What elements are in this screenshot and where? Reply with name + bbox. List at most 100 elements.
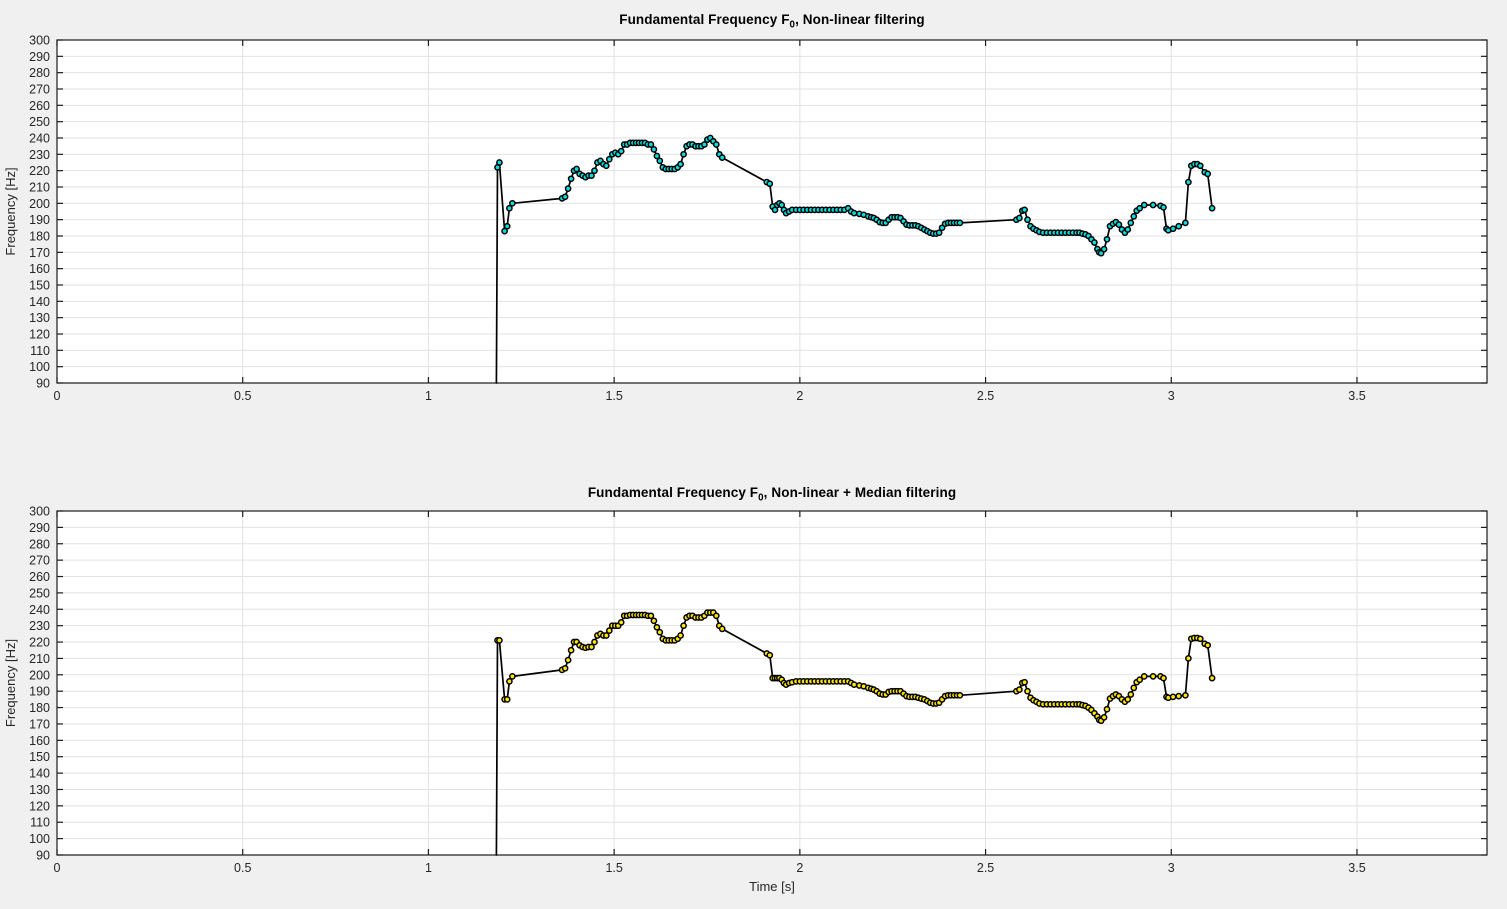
x-axis-label: Time [s] (749, 879, 795, 894)
y-tick-label: 170 (29, 717, 50, 731)
y-tick-label: 110 (30, 816, 50, 830)
y-tick-label: 90 (36, 377, 50, 391)
y-tick-label: 90 (36, 849, 50, 863)
data-marker (1196, 162, 1204, 170)
data-marker (1091, 239, 1098, 246)
data-marker (650, 617, 658, 625)
data-marker (564, 656, 572, 664)
chart-nonlinear: Fundamental Frequency F0, Non-linear fil… (3, 12, 1488, 403)
data-marker (1130, 684, 1138, 692)
y-tick-label: 140 (29, 767, 50, 781)
data-marker (650, 146, 658, 153)
chart2-title-rest: , Non-linear + Median filtering (763, 485, 957, 500)
data-marker (1127, 691, 1135, 698)
y-tick-label: 180 (29, 701, 50, 715)
axes-box (56, 39, 1488, 384)
y-tick-label: 100 (29, 360, 50, 374)
data-marker (1196, 635, 1204, 643)
data-marker (573, 165, 580, 173)
data-marker (1136, 204, 1144, 212)
chart2-title-main: Fundamental Frequency F (587, 485, 759, 500)
data-marker (1149, 673, 1157, 680)
y-tick-label: 280 (29, 66, 50, 80)
y-tick-label: 300 (29, 505, 50, 519)
data-marker (653, 152, 661, 160)
x-tick-label: 0 (54, 389, 61, 403)
data-marker (718, 625, 726, 633)
data-marker (1208, 204, 1216, 212)
x-tick-label: 3 (1168, 861, 1175, 875)
data-marker (1204, 170, 1212, 178)
data-marker (564, 185, 572, 192)
y-tick-label: 170 (29, 246, 50, 260)
data-marker (1204, 641, 1212, 649)
chart2-title-subscript: 0 (758, 492, 764, 504)
data-marker (1140, 201, 1148, 209)
y-tick-label: 130 (29, 783, 50, 797)
data-marker (567, 175, 575, 183)
x-tick-label: 2.5 (977, 861, 994, 875)
data-marker (1185, 178, 1192, 186)
data-marker (1175, 692, 1183, 700)
data-marker (602, 162, 610, 170)
data-marker (1182, 691, 1189, 699)
data-marker (1021, 206, 1028, 214)
data-marker (956, 691, 964, 699)
data-marker (591, 638, 598, 646)
x-tick-label: 1.5 (605, 389, 622, 403)
data-marker (506, 678, 513, 685)
data-marker (1024, 216, 1031, 224)
axes-box (56, 510, 1488, 856)
x-tick-label: 0.5 (234, 861, 251, 875)
y-tick-label: 190 (29, 685, 50, 699)
y-tick-label: 160 (29, 262, 50, 276)
data-marker (766, 180, 774, 188)
data-marker (1127, 219, 1135, 227)
y-tick-label: 280 (29, 537, 50, 551)
y-tick-label: 160 (29, 734, 50, 748)
y-tick-label: 260 (29, 99, 50, 113)
data-marker (701, 141, 708, 148)
x-tick-label: 2 (796, 861, 803, 875)
y-tick-label: 200 (29, 668, 50, 682)
chart1-title-subscript: 0 (789, 19, 796, 31)
plot-background (57, 511, 1487, 855)
data-marker (680, 150, 687, 158)
y-tick-label: 250 (29, 115, 50, 129)
y-axis-label: Frequency [Hz] (3, 639, 18, 727)
y-tick-label: 270 (29, 83, 50, 97)
data-marker (1160, 674, 1167, 682)
y-tick-label: 240 (29, 603, 50, 617)
chart-nonlinear-median: Fundamental Frequency F0, Non-linear + M… (0, 455, 1507, 909)
y-tick-label: 200 (29, 197, 50, 211)
y-tick-label: 260 (29, 570, 50, 584)
data-marker (503, 222, 511, 230)
y-tick-label: 120 (29, 328, 50, 342)
chart1-title-main: Fundamental Frequency F (619, 12, 790, 27)
y-tick-label: 110 (30, 344, 50, 358)
y-tick-label: 250 (29, 586, 50, 600)
data-marker (1208, 674, 1216, 682)
data-marker (1140, 673, 1148, 680)
data-marker (605, 155, 613, 163)
x-tick-label: 2 (796, 389, 803, 403)
data-marker (561, 664, 569, 672)
data-marker (591, 167, 598, 175)
data-marker (1021, 678, 1028, 686)
y-tick-label: 300 (29, 34, 50, 48)
data-marker (1169, 693, 1177, 701)
y-tick-label: 130 (29, 311, 50, 325)
data-marker (1100, 714, 1108, 721)
y-tick-label: 240 (29, 132, 50, 146)
data-marker (766, 651, 774, 659)
x-tick-label: 3 (1168, 389, 1175, 403)
data-marker (1024, 687, 1031, 695)
data-marker (509, 673, 516, 680)
data-marker (956, 219, 964, 227)
data-marker (653, 623, 661, 631)
y-tick-label: 140 (29, 295, 50, 309)
data-marker (656, 157, 664, 165)
data-marker (712, 612, 720, 620)
data-marker (647, 141, 655, 148)
